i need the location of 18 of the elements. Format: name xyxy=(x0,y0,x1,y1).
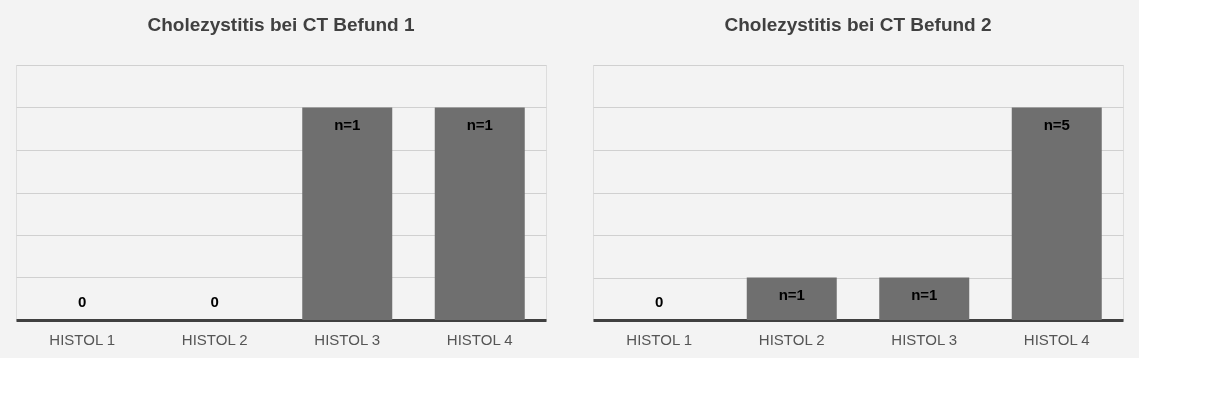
data-label: n=1 xyxy=(911,285,938,303)
data-label: 0 xyxy=(210,293,219,310)
data-label: 0 xyxy=(78,293,87,310)
x-tick-label: HISTOL 2 xyxy=(181,330,248,348)
chart-title: Cholezystitis bei CT Befund 1 xyxy=(147,14,415,35)
x-tick-label: HISTOL 1 xyxy=(626,330,693,348)
data-label: n=1 xyxy=(466,115,493,133)
data-label: n=1 xyxy=(778,285,805,303)
data-label: n=5 xyxy=(1043,115,1070,133)
x-tick-label: HISTOL 3 xyxy=(314,330,381,348)
chart-title: Cholezystitis bei CT Befund 2 xyxy=(724,14,992,35)
x-tick-label: HISTOL 1 xyxy=(49,330,116,348)
x-tick-label: HISTOL 4 xyxy=(446,330,513,348)
data-label: 0 xyxy=(655,293,664,310)
data-label: n=1 xyxy=(334,115,361,133)
x-tick-label: HISTOL 2 xyxy=(758,330,825,348)
x-tick-label: HISTOL 4 xyxy=(1023,330,1090,348)
x-tick-label: HISTOL 3 xyxy=(891,330,958,348)
